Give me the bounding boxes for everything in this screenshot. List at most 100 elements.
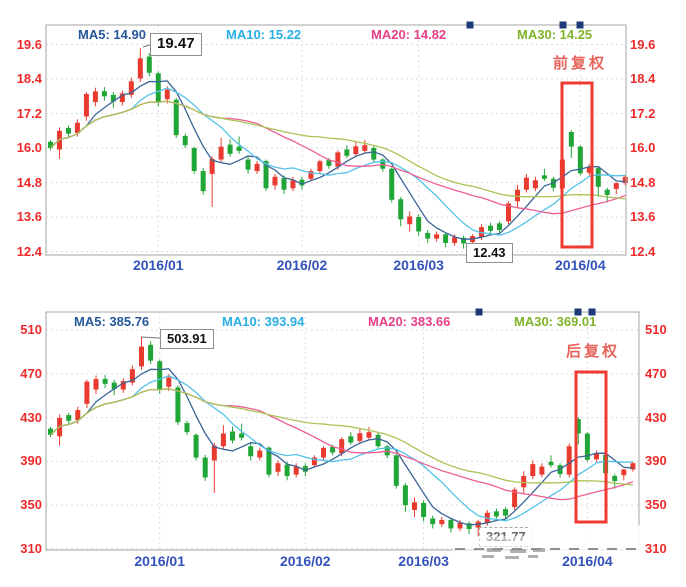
watermark-remnant-mark: [510, 549, 526, 553]
y-axis-tick-label: 14.8: [16, 174, 42, 190]
candle-body: [521, 476, 527, 488]
legend-ma5-chart2: MA5: 385.76: [74, 314, 150, 329]
annotation-backward-adjusted: 后复权: [566, 343, 621, 360]
annotation-forward-adjusted: 前复权: [553, 55, 608, 72]
candle-body: [366, 432, 372, 438]
candle-body: [461, 237, 467, 244]
y-axis-tick-label: 17.2: [630, 105, 656, 121]
washed-axis-dash: [588, 548, 598, 550]
candle-body: [595, 168, 601, 187]
x-axis-month-label: 2016/01: [132, 257, 184, 273]
candle-body: [344, 149, 350, 156]
candle-body: [92, 91, 98, 103]
annotation-handle: [576, 21, 584, 29]
candle-body: [412, 502, 417, 510]
candle-body: [568, 131, 574, 147]
annotation-handle: [588, 308, 596, 316]
candle-body: [281, 178, 287, 190]
ma5-line: [50, 80, 626, 240]
candle-body: [245, 159, 251, 170]
washed-axis-dash: [626, 548, 636, 550]
candle-body: [102, 378, 108, 384]
legend-ma5-chart1: MA5: 14.90: [78, 27, 146, 42]
legend-ma20-chart2: MA20: 383.66: [368, 314, 451, 329]
y-axis-tick-label: 16.0: [16, 140, 42, 156]
watermark-remnant-mark: [482, 555, 494, 558]
candle-body: [220, 433, 226, 447]
y-axis-tick-label: 19.6: [16, 36, 42, 52]
candle-body: [157, 361, 163, 391]
candle-body: [74, 122, 80, 134]
x-axis-month-label: 2016/04: [555, 257, 606, 273]
candle-body: [493, 511, 499, 517]
candle-body: [93, 379, 99, 390]
candle-body: [393, 455, 399, 486]
legend-ma30-chart1: MA30: 14.25: [517, 27, 593, 42]
candle-body: [284, 464, 290, 477]
candle-body: [227, 144, 233, 154]
candle-body: [110, 94, 116, 102]
candle-body: [577, 146, 583, 174]
candle-body: [266, 447, 272, 475]
candle-body: [541, 175, 547, 179]
y-axis-tick-label: 470: [20, 365, 42, 381]
y-axis-tick-label: 390: [20, 453, 42, 469]
candle-body: [612, 476, 618, 482]
watermark-smudge: [452, 536, 530, 551]
candle-body: [317, 161, 323, 172]
candle-body: [209, 158, 215, 174]
ma30-line: [50, 388, 633, 486]
candle-body: [604, 189, 610, 195]
y-axis-tick-label: 16.0: [630, 140, 656, 156]
candle-body: [191, 148, 197, 172]
washed-axis-dash: [569, 548, 579, 550]
y-axis-tick-label: 12.4: [630, 243, 656, 259]
candle-body: [503, 509, 508, 516]
candle-body: [239, 433, 245, 438]
candle-body: [430, 518, 436, 525]
candle-body: [539, 466, 545, 475]
candle-body: [48, 141, 53, 149]
candle-body: [357, 433, 363, 441]
candle-body: [184, 423, 190, 433]
candle-body: [48, 428, 53, 435]
candle-body: [532, 180, 538, 189]
candle-body: [630, 463, 636, 470]
candle-body: [166, 377, 172, 387]
candle-body: [175, 387, 181, 423]
candle-body: [111, 382, 117, 390]
y-axis-tick-label: 310: [645, 540, 667, 556]
ma10-line: [50, 87, 626, 236]
candle-body: [293, 466, 299, 475]
y-axis-tick-label: 19.6: [630, 36, 656, 52]
y-axis-tick-label: 430: [645, 409, 667, 425]
washed-axis-dash: [607, 548, 617, 550]
candle-body: [326, 160, 332, 166]
candle-body: [622, 176, 628, 184]
watermark-remnant-mark: [487, 548, 501, 552]
candle-body: [362, 145, 368, 151]
low-price-label-chart1: 12.43: [466, 243, 513, 264]
candle-body: [155, 73, 161, 103]
candle-body: [505, 203, 511, 222]
y-axis-tick-label: 350: [20, 497, 42, 513]
candle-body: [523, 177, 529, 190]
y-axis-tick-label: 510: [20, 322, 42, 338]
annotation-red-box: [560, 81, 594, 249]
candle-body: [421, 502, 427, 518]
x-axis-month-label: 2016/02: [276, 257, 328, 273]
candle-body: [594, 453, 599, 460]
legend-ma20-chart1: MA20: 14.82: [371, 27, 447, 42]
y-axis-tick-label: 13.6: [16, 209, 42, 225]
candle-body: [466, 523, 472, 529]
candle-body: [416, 217, 422, 232]
washed-axis-dash: [455, 548, 465, 550]
candle-body: [586, 166, 592, 173]
candle-body: [330, 446, 336, 453]
ma30-line: [50, 100, 626, 200]
plot-border: [45, 24, 627, 256]
candle-body: [452, 237, 458, 243]
candle-body: [148, 344, 154, 361]
annotation-red-box: [574, 370, 608, 524]
